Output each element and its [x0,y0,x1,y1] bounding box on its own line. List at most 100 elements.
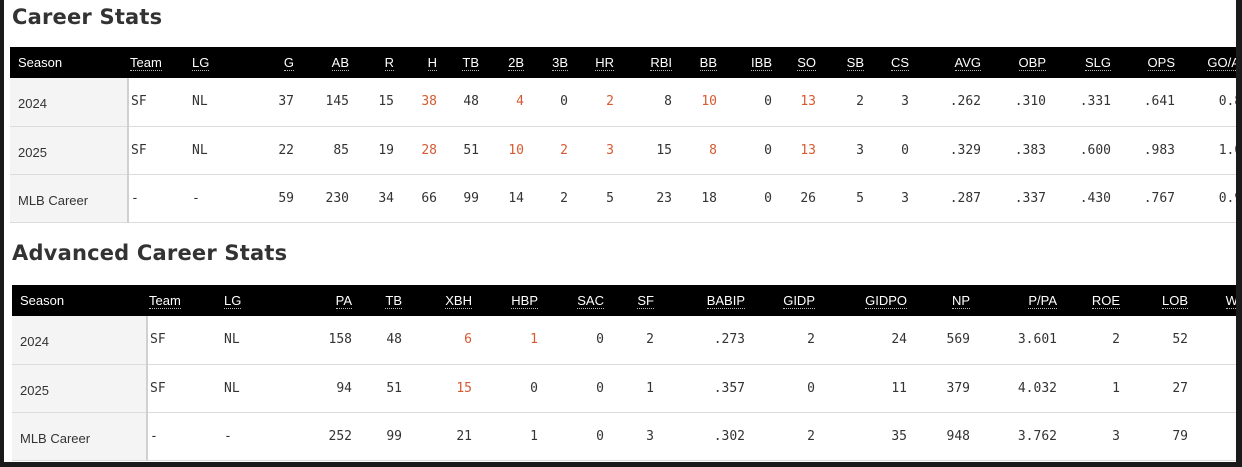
career-cell-hr[interactable]: 2 [606,94,614,110]
career-cell-obp: .383 [1014,142,1046,158]
advanced-cell-lg: NL [224,380,240,396]
career-cell-lg: NL [192,94,208,110]
advanced-header-gidpo[interactable]: GIDPO [865,293,907,309]
career-header-bb[interactable]: BB [699,55,717,71]
career-header-ops[interactable]: OPS [1147,55,1175,71]
career-cell-bb[interactable]: 10 [701,94,717,110]
advanced-header-wo[interactable]: WO [1190,285,1236,316]
career-header-2b[interactable]: 2B [508,55,524,71]
career-cell-h[interactable]: 28 [421,142,437,158]
advanced-cell-p-pa: 4.032 [1017,380,1057,396]
career-header-hr[interactable]: HR [595,55,614,71]
career-cell-so: 26 [800,190,816,206]
advanced-header-tb[interactable]: TB [385,293,402,309]
advanced-cell-np: 379 [946,380,970,396]
advanced-cell-gidp: 2 [807,332,815,348]
career-header-ab[interactable]: AB [331,55,349,71]
career-cell-2b[interactable]: 10 [508,142,524,158]
advanced-cell-xbh: 21 [456,428,472,444]
advanced-cell-lg: - [224,428,232,444]
advanced-header-sac[interactable]: SAC [577,293,604,309]
career-cell-so[interactable]: 13 [800,142,816,158]
advanced-cell-xbh[interactable]: 6 [464,332,472,348]
career-cell-go-ao: 1.05 [1218,142,1236,158]
career-cell-h: 66 [421,190,437,206]
career-cell-3b[interactable]: 2 [560,142,568,158]
career-cell-ops: .983 [1143,142,1175,158]
career-header-so[interactable]: SO [797,55,816,71]
career-cell-cs: 3 [901,190,909,206]
career-cell-tb: 51 [463,142,479,158]
career-cell-go-ao: 0.93 [1218,190,1236,206]
advanced-header-season: Season [20,293,65,308]
advanced-header-row: Season Team LG PA TB XBH HBP SAC SF BABIP GIDP GIDP… [12,285,1236,316]
career-cell-so[interactable]: 13 [800,94,816,110]
career-header-sb[interactable]: SB [846,55,864,71]
advanced-header-hbp[interactable]: HBP [511,293,538,309]
career-header-lg[interactable]: LG [192,55,210,71]
career-header-g[interactable]: G [283,55,294,71]
advanced-cell-p-pa: 3.762 [1017,428,1057,444]
career-cell-3b: 0 [560,94,568,110]
advanced-cell-sac: 0 [596,332,604,348]
advanced-header-np[interactable]: NP [951,293,970,309]
advanced-cell-season: 2025 [12,364,148,412]
career-cell-hr: 5 [606,190,614,206]
career-cell-slg: .430 [1079,190,1111,206]
career-cell-ab: 85 [333,142,349,158]
advanced-header-xbh[interactable]: XBH [445,293,472,309]
career-cell-slg: .331 [1079,94,1111,110]
advanced-cell-gidp: 2 [807,428,815,444]
career-header-go-ao[interactable]: GO/AO [1177,47,1236,78]
career-cell-h[interactable]: 38 [421,94,437,110]
advanced-cell-xbh[interactable]: 15 [456,380,472,396]
advanced-header-team[interactable]: Team [149,293,181,309]
career-cell-tb: 99 [463,190,479,206]
advanced-header-sf[interactable]: SF [637,293,654,309]
career-header-cs[interactable]: CS [890,55,909,71]
advanced-cell-team: SF [150,380,166,396]
advanced-header-gidp[interactable]: GIDP [783,293,815,309]
career-cell-hr[interactable]: 3 [606,142,614,158]
career-header-h[interactable]: H [427,55,437,71]
career-row-2024: 2024 SF NL 37 145 15 38 48 4 0 2 8 10 0 13 2 3 .262 .310 .3… [10,78,1236,126]
career-cell-2b[interactable]: 4 [516,94,524,110]
advanced-header-p-pa[interactable]: P/PA [1028,293,1057,309]
career-header-team[interactable]: Team [130,55,162,71]
career-cell-bb[interactable]: 8 [709,142,717,158]
career-header-3b[interactable]: 3B [552,55,568,71]
advanced-cell-lob: 79 [1172,428,1188,444]
advanced-cell-hbp[interactable]: 1 [530,332,538,348]
advanced-cell-wo: 0 [1190,412,1236,460]
advanced-cell-sf: 1 [646,380,654,396]
advanced-header-roe[interactable]: ROE [1091,293,1120,309]
career-header-rbi[interactable]: RBI [650,55,672,71]
advanced-cell-sac: 0 [596,380,604,396]
career-cell-2b: 14 [508,190,524,206]
advanced-cell-np: 948 [946,428,970,444]
advanced-header-lob[interactable]: LOB [1161,293,1188,309]
career-stats-table: Season Team LG G AB R H TB 2B 3B HR RBI BB IBB SO SB CS A… [10,47,1236,223]
advanced-header-lg[interactable]: LG [224,293,242,309]
career-cell-slg: .600 [1079,142,1111,158]
career-cell-ab: 230 [325,190,349,206]
career-cell-team: SF [131,94,147,110]
career-header-avg[interactable]: AVG [954,55,981,71]
advanced-cell-gidpo: 35 [891,428,907,444]
career-header-obp[interactable]: OBP [1018,55,1046,71]
career-cell-bb: 18 [701,190,717,206]
career-cell-g: 37 [278,94,294,110]
career-row-2025: 2025 SF NL 22 85 19 28 51 10 2 3 15 8 0 13 3 0 .329 .383 .6… [10,126,1236,174]
advanced-career-stats-title: Advanced Career Stats [12,241,288,265]
advanced-cell-pa: 94 [336,380,352,396]
career-header-r[interactable]: R [384,55,394,71]
career-header-tb[interactable]: TB [462,55,479,71]
career-header-slg[interactable]: SLG [1084,55,1111,71]
career-header-ibb[interactable]: IBB [751,55,772,71]
advanced-header-babip[interactable]: BABIP [706,293,745,309]
advanced-header-pa[interactable]: PA [335,293,352,309]
stats-panel: Career Stats Season Team LG G AB R H TB 2B 3B HR RB… [4,0,1236,462]
career-cell-obp: .337 [1014,190,1046,206]
advanced-cell-season: MLB Career [12,412,148,460]
